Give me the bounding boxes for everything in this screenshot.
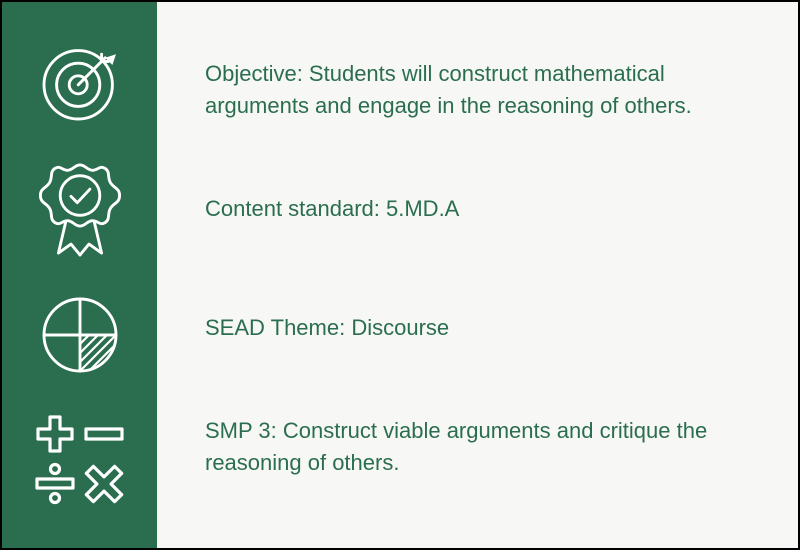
target-icon xyxy=(35,38,125,128)
math-operators-icon xyxy=(30,411,130,511)
info-card: Objective: Students will construct mathe… xyxy=(0,0,800,550)
icon-slot xyxy=(2,272,157,398)
info-row: SMP 3: Construct viable arguments and cr… xyxy=(205,387,762,506)
content-column: Objective: Students will construct mathe… xyxy=(157,2,798,548)
ribbon-badge-icon xyxy=(35,159,125,259)
pie-chart-icon xyxy=(35,290,125,380)
sead-theme-text: SEAD Theme: Discourse xyxy=(205,312,449,344)
icon-slot xyxy=(2,398,157,524)
icon-slot xyxy=(2,146,157,272)
smp-text: SMP 3: Construct viable arguments and cr… xyxy=(205,415,762,479)
info-row: Objective: Students will construct mathe… xyxy=(205,30,762,149)
info-row: SEAD Theme: Discourse xyxy=(205,268,762,387)
icon-slot xyxy=(2,20,157,146)
icon-sidebar xyxy=(2,2,157,548)
content-standard-text: Content standard: 5.MD.A xyxy=(205,193,459,225)
info-row: Content standard: 5.MD.A xyxy=(205,149,762,268)
objective-text: Objective: Students will construct mathe… xyxy=(205,58,762,122)
